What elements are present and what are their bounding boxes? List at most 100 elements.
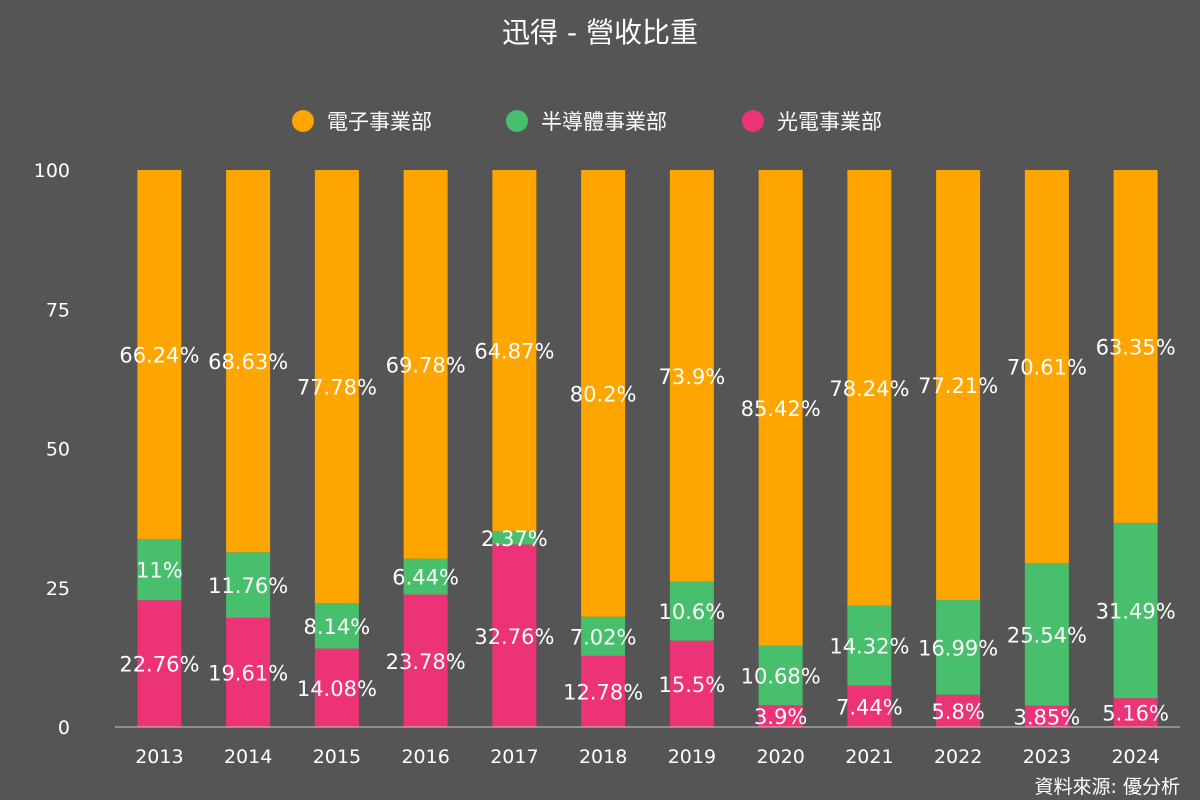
bar-segment (137, 170, 182, 539)
data-labels: 22.76% 11% 66.24% 19.61% 11.76% 68.63% 14.08% 8… (119, 335, 1175, 729)
bar-segment (1024, 705, 1069, 727)
data-label: 69.78% (386, 353, 466, 377)
bar-segment (226, 617, 271, 727)
source-note: 資料來源: 優分析 (1035, 776, 1180, 798)
data-label: 16.99% (918, 636, 998, 660)
data-label: 11.76% (208, 574, 288, 598)
x-tick-label: 2016 (401, 746, 449, 768)
data-label: 5.16% (1102, 702, 1169, 726)
bar-segment (314, 170, 359, 604)
x-tick-label: 2021 (845, 746, 893, 768)
legend-marker (742, 110, 764, 132)
y-tick-label: 100 (34, 160, 70, 182)
data-label: 3.9% (754, 705, 807, 729)
bar-segment (936, 600, 981, 695)
data-label: 22.76% (119, 653, 199, 677)
bar-segment (403, 170, 448, 559)
data-label: 23.78% (386, 650, 466, 674)
bar-segment (492, 170, 537, 532)
bar-segment (1024, 170, 1069, 564)
data-label: 10.6% (659, 600, 726, 624)
legend-marker (506, 110, 528, 132)
data-label: 7.02% (570, 625, 637, 649)
data-label: 66.24% (119, 343, 199, 367)
bar-segment (758, 645, 803, 706)
legend-label: 電子事業部 (327, 110, 432, 134)
bar-segment (1024, 563, 1069, 706)
bar-segment (314, 603, 359, 649)
x-tick-label: 2019 (668, 746, 716, 768)
bar-segment (137, 600, 182, 727)
bar-segment (669, 640, 714, 727)
data-label: 80.2% (570, 382, 637, 406)
bar-segment (758, 705, 803, 727)
data-label: 32.76% (474, 625, 554, 649)
bar-segment (1113, 522, 1158, 699)
bar-segment (137, 538, 182, 601)
y-tick-label: 75 (46, 299, 70, 321)
data-label: 11% (136, 559, 183, 583)
bar-segment (314, 648, 359, 727)
data-label: 78.24% (829, 377, 909, 401)
bar-segment (936, 694, 981, 727)
data-label: 2.37% (481, 527, 548, 551)
bar-segment (847, 685, 892, 727)
bar-segment (492, 544, 537, 727)
data-label: 85.42% (741, 397, 821, 421)
bar-segment (936, 170, 981, 601)
bar-segment (1113, 170, 1158, 523)
x-tick-label: 2022 (934, 746, 982, 768)
data-label: 31.49% (1096, 600, 1176, 624)
bar-segment (1113, 698, 1158, 727)
data-label: 14.32% (829, 635, 909, 659)
bar-segment (847, 170, 892, 606)
data-label: 6.44% (392, 566, 459, 590)
bar-segment (403, 558, 448, 595)
bar-segment (226, 552, 271, 618)
bar-segment (581, 616, 626, 656)
y-axis: 0 25 50 75 100 (34, 160, 70, 739)
data-label: 70.61% (1007, 356, 1087, 380)
x-tick-label: 2014 (224, 746, 272, 768)
bar-segment (669, 170, 714, 582)
data-label: 8.14% (304, 615, 371, 639)
data-label: 5.8% (931, 700, 984, 724)
data-label: 12.78% (563, 680, 643, 704)
bar-segment (758, 170, 803, 646)
data-label: 77.21% (918, 374, 998, 398)
bars (137, 170, 1158, 727)
data-label: 15.5% (659, 673, 726, 697)
bar-segment (581, 655, 626, 727)
x-tick-label: 2023 (1023, 746, 1071, 768)
data-label: 68.63% (208, 350, 288, 374)
x-tick-label: 2018 (579, 746, 627, 768)
data-label: 73.9% (659, 365, 726, 389)
data-label: 63.35% (1096, 335, 1176, 359)
legend-label: 半導體事業部 (541, 110, 667, 134)
x-axis: 2013 2014 2015 2016 2017 2018 2019 2020 2021 2022… (115, 726, 1180, 768)
bar-segment (581, 170, 626, 617)
bar-segment (403, 594, 448, 727)
y-tick-label: 50 (46, 439, 70, 461)
legend-label: 光電事業部 (777, 110, 882, 134)
data-label: 77.78% (297, 376, 377, 400)
x-tick-label: 2013 (135, 746, 183, 768)
data-label: 64.87% (474, 340, 554, 364)
x-tick-label: 2017 (490, 746, 538, 768)
y-tick-label: 25 (46, 578, 70, 600)
data-label: 7.44% (836, 695, 903, 719)
data-label: 10.68% (741, 665, 821, 689)
x-tick-label: 2015 (313, 746, 361, 768)
bar-segment (226, 170, 271, 553)
data-label: 19.61% (208, 661, 288, 685)
data-label: 3.85% (1014, 705, 1081, 729)
chart-title: 迅得 - 營收比重 (502, 16, 698, 49)
bar-segment (492, 531, 537, 545)
legend-marker (292, 110, 314, 132)
bar-segment (669, 581, 714, 641)
y-tick-label: 0 (58, 717, 70, 739)
bar-segment (847, 605, 892, 686)
legend: 電子事業部 半導體事業部 光電事業部 (292, 110, 882, 134)
